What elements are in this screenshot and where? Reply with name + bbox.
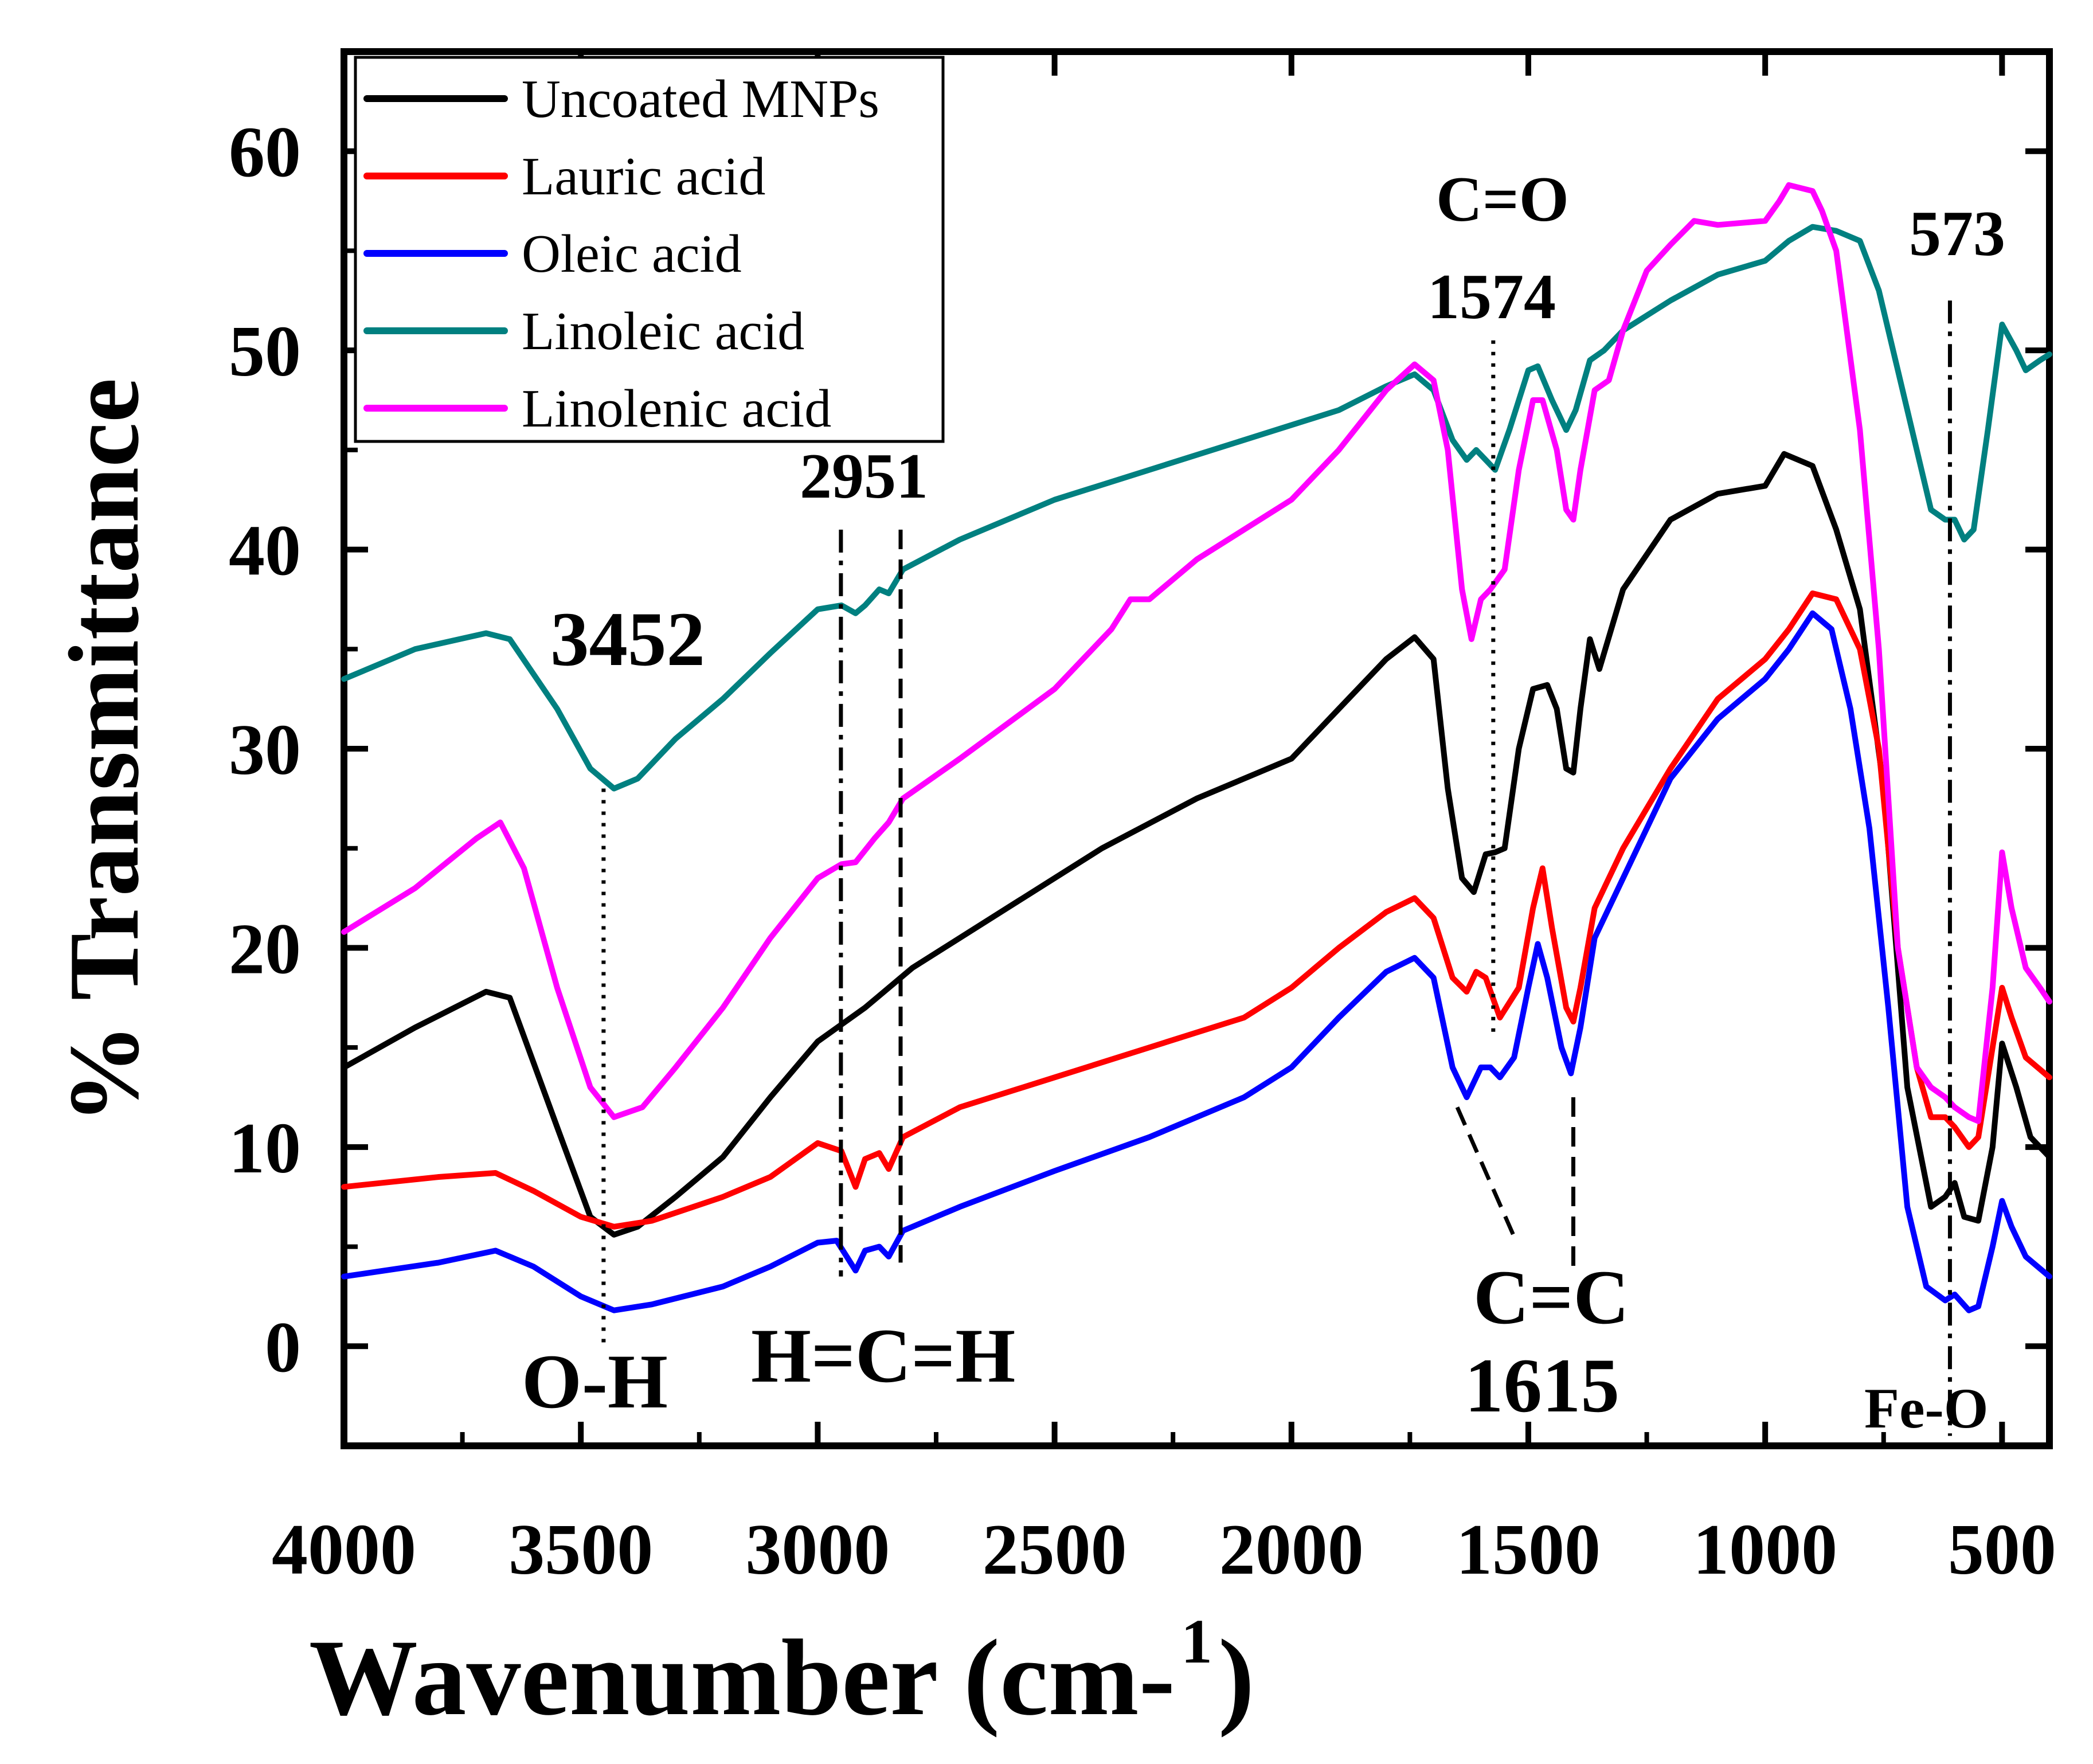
annot-cc-label: C=C — [1473, 1255, 1629, 1340]
reference-lines — [601, 300, 1952, 1436]
legend-label-linolenic-acid: Linolenic acid — [522, 379, 831, 439]
annot-oh-label: O-H — [522, 1339, 668, 1425]
y-axis-title: % Transmittance — [48, 378, 159, 1124]
y-tick-label-40: 40 — [229, 511, 301, 591]
x-axis-title: Wavenumber (cm- — [309, 1618, 1175, 1738]
y-tick-label-10: 10 — [229, 1109, 301, 1188]
cc-pointer-line — [1455, 1106, 1516, 1238]
x-tick-label-3500: 3500 — [508, 1510, 653, 1590]
x-tick-label-2000: 2000 — [1219, 1510, 1364, 1590]
annot-feo-label: Fe-O — [1864, 1376, 1989, 1440]
x-tick-label-1500: 1500 — [1456, 1510, 1601, 1590]
x-tick-label-4000: 4000 — [272, 1510, 416, 1590]
legend-label-oleic-acid: Oleic acid — [522, 224, 742, 284]
annot-feo-value: 573 — [1909, 198, 2005, 269]
legend-label-uncoated-mnps: Uncoated MNPs — [522, 69, 879, 129]
y-tick-label-60: 60 — [229, 113, 301, 193]
series-line-lauric-acid — [341, 590, 2052, 1230]
legend: Uncoated MNPs Lauric acid Oleic acid Linole… — [354, 56, 945, 443]
annot-ch-label: H=C=H — [751, 1313, 1015, 1399]
x-axis-title-close: ) — [1218, 1618, 1254, 1738]
y-tick-label-50: 50 — [229, 312, 301, 392]
x-tick-labels: 4000 3500 3000 2500 2000 1500 1000 500 — [272, 1510, 2056, 1590]
annot-ch-value: 2951 — [800, 441, 928, 512]
legend-box — [354, 56, 945, 443]
x-tick-label-2500: 2500 — [983, 1510, 1127, 1590]
y-tick-label-0: 0 — [265, 1308, 301, 1387]
series-line-linolenic-acid — [341, 182, 2052, 1124]
annot-oh-value: 3452 — [550, 597, 705, 682]
x-tick-label-3000: 3000 — [745, 1510, 890, 1590]
series-line-oleic-acid — [341, 610, 2052, 1313]
legend-label-lauric-acid: Lauric acid — [522, 147, 765, 206]
legend-label-linoleic-acid: Linoleic acid — [522, 302, 804, 361]
spectra-curves — [341, 182, 2052, 1313]
x-tick-label-1000: 1000 — [1693, 1510, 1837, 1590]
annot-co-value: 1574 — [1427, 261, 1556, 333]
y-tick-label-30: 30 — [229, 710, 301, 790]
annot-co-label: C=O — [1436, 164, 1569, 235]
annot-cc-value: 1615 — [1465, 1343, 1619, 1429]
y-tick-label-20: 20 — [229, 909, 301, 989]
legend-items: Uncoated MNPs Lauric acid Oleic acid Linole… — [363, 69, 879, 439]
series-line-uncoated-mnps — [341, 451, 2052, 1238]
x-tick-label-500: 500 — [1948, 1510, 2056, 1590]
y-tick-labels: 0 10 20 30 40 50 60 — [229, 113, 301, 1388]
x-axis-title-superscript: 1 — [1181, 1606, 1212, 1676]
